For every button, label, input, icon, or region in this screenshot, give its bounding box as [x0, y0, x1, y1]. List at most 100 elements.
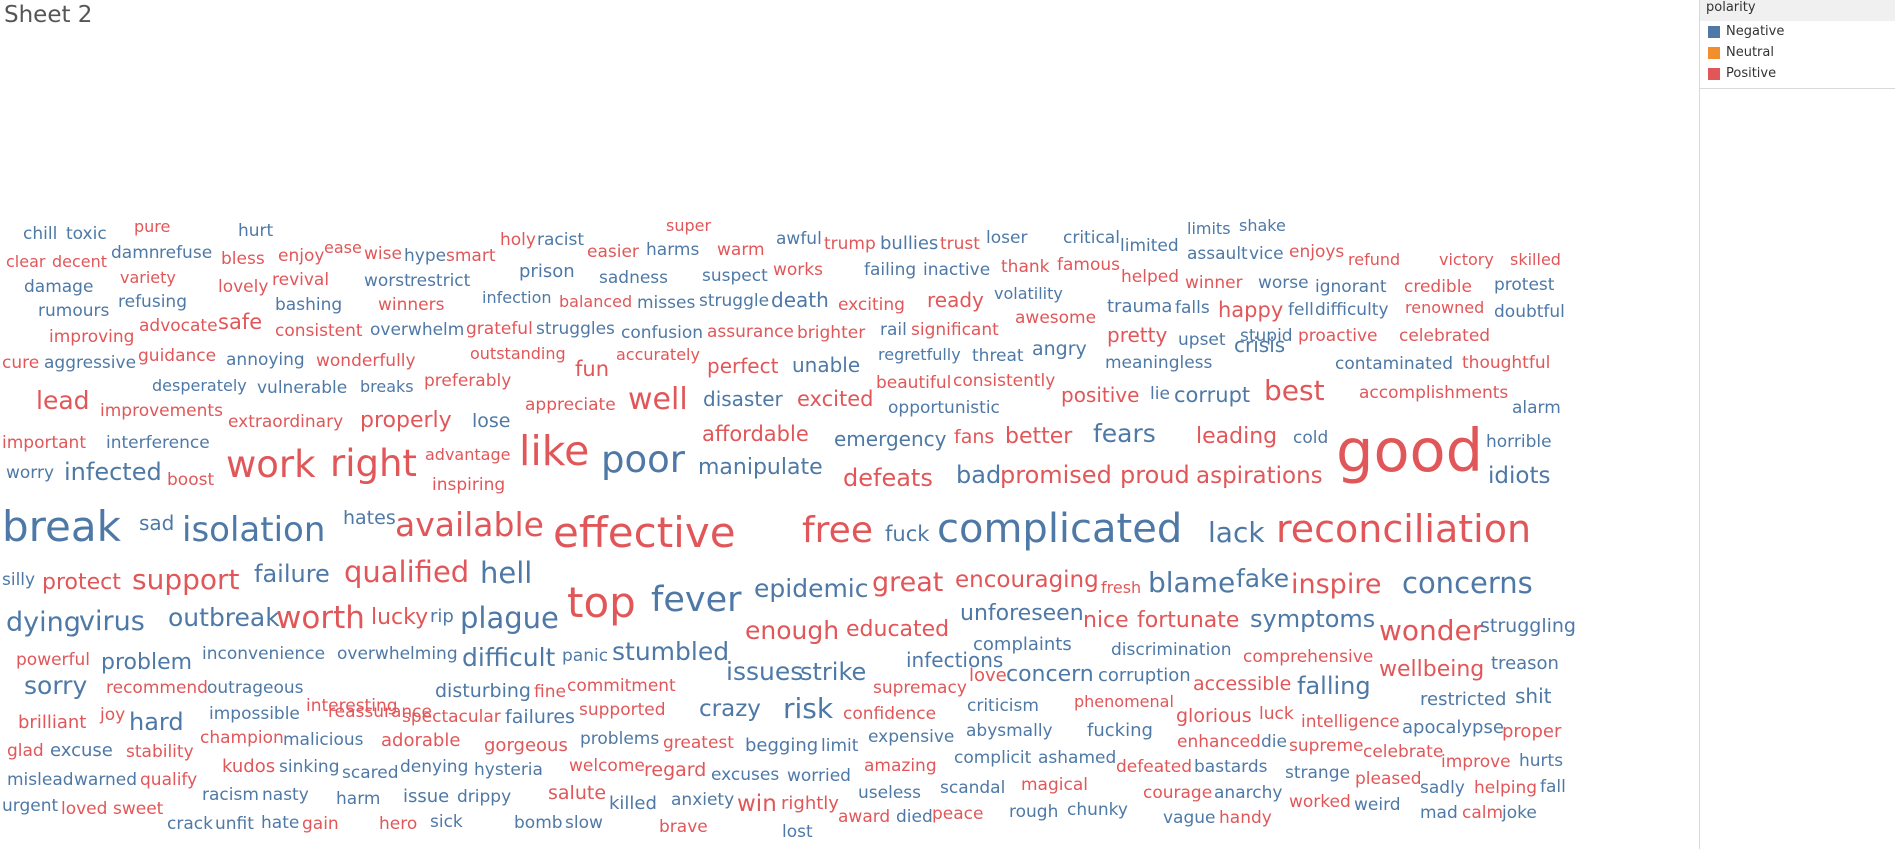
word-improving[interactable]: improving [49, 327, 134, 347]
word-accomplishments[interactable]: accomplishments [1359, 383, 1508, 403]
word-angry[interactable]: angry [1032, 338, 1087, 360]
word-aggressive[interactable]: aggressive [44, 353, 136, 373]
word-difficulty[interactable]: difficulty [1315, 300, 1389, 320]
word-bastards[interactable]: bastards [1194, 757, 1268, 777]
word-loved[interactable]: loved [61, 799, 107, 819]
word-disaster[interactable]: disaster [703, 387, 783, 411]
word-pure[interactable]: pure [134, 217, 170, 236]
word-epidemic[interactable]: epidemic [754, 574, 869, 603]
word-glad[interactable]: glad [7, 741, 44, 761]
word-calm[interactable]: calm [1462, 803, 1503, 823]
word-winner[interactable]: winner [1185, 273, 1243, 293]
word-lucky[interactable]: lucky [371, 605, 428, 630]
word-volatility[interactable]: volatility [994, 284, 1063, 303]
word-fever[interactable]: fever [651, 580, 742, 620]
word-ready[interactable]: ready [927, 288, 984, 312]
word-death[interactable]: death [771, 288, 829, 312]
word-outstanding[interactable]: outstanding [470, 344, 566, 363]
word-overwhelm[interactable]: overwhelm [370, 320, 464, 340]
word-hard[interactable]: hard [129, 708, 184, 736]
word-harm[interactable]: harm [336, 789, 380, 809]
word-isolation[interactable]: isolation [182, 510, 325, 550]
word-handy[interactable]: handy [1219, 808, 1272, 828]
word-improve[interactable]: improve [1441, 752, 1511, 772]
word-upset[interactable]: upset [1178, 330, 1226, 350]
word-problem[interactable]: problem [101, 650, 192, 675]
word-mislead[interactable]: mislead [7, 770, 74, 790]
word-promised[interactable]: promised [1000, 461, 1112, 489]
word-boost[interactable]: boost [167, 470, 214, 490]
word-damage[interactable]: damage [24, 277, 93, 297]
word-guidance[interactable]: guidance [138, 346, 216, 366]
legend-item-positive[interactable]: Positive [1700, 63, 1895, 84]
word-concern[interactable]: concern [1006, 662, 1094, 687]
word-trust[interactable]: trust [940, 234, 980, 254]
word-reconciliation[interactable]: reconciliation [1276, 507, 1531, 551]
word-fell[interactable]: fell [1288, 300, 1314, 320]
word-unforeseen[interactable]: unforeseen [960, 601, 1084, 626]
word-effective[interactable]: effective [553, 508, 736, 557]
word-sweet[interactable]: sweet [113, 799, 164, 819]
word-helping[interactable]: helping [1474, 778, 1537, 798]
word-contaminated[interactable]: contaminated [1335, 354, 1453, 374]
word-amazing[interactable]: amazing [864, 756, 937, 776]
word-struggling[interactable]: struggling [1480, 615, 1576, 637]
word-fine[interactable]: fine [534, 682, 566, 702]
word-peace[interactable]: peace [932, 804, 983, 824]
word-reassurance[interactable]: reassurance [328, 702, 432, 722]
word-fears[interactable]: fears [1093, 419, 1156, 448]
word-shake[interactable]: shake [1239, 216, 1286, 235]
word-damn[interactable]: damn [111, 243, 160, 263]
word-defeated[interactable]: defeated [1116, 757, 1192, 777]
word-restricted[interactable]: restricted [1420, 689, 1506, 710]
word-impossible[interactable]: impossible [209, 704, 300, 724]
word-failures[interactable]: failures [505, 706, 575, 728]
word-suspect[interactable]: suspect [702, 266, 768, 286]
word-threat[interactable]: threat [972, 346, 1024, 366]
word-regard[interactable]: regard [644, 759, 706, 781]
word-intelligence[interactable]: intelligence [1301, 712, 1400, 732]
word-issue[interactable]: issue [403, 786, 449, 807]
word-helped[interactable]: helped [1121, 267, 1179, 287]
word-educated[interactable]: educated [846, 617, 949, 642]
word-works[interactable]: works [773, 260, 823, 280]
word-strange[interactable]: strange [1285, 763, 1350, 783]
word-consistent[interactable]: consistent [275, 321, 363, 341]
word-corruption[interactable]: corruption [1098, 665, 1191, 686]
word-protect[interactable]: protect [42, 570, 121, 595]
word-hype[interactable]: hype [404, 246, 446, 266]
word-abysmally[interactable]: abysmally [966, 721, 1053, 741]
word-failure[interactable]: failure [254, 560, 330, 588]
word-limit[interactable]: limit [821, 736, 859, 756]
word-failing[interactable]: failing [864, 260, 916, 280]
word-wonderfully[interactable]: wonderfully [316, 351, 416, 371]
word-horrible[interactable]: horrible [1486, 432, 1552, 452]
word-preferably[interactable]: preferably [424, 371, 511, 391]
word-appreciate[interactable]: appreciate [525, 395, 616, 415]
word-fresh[interactable]: fresh [1101, 578, 1141, 597]
word-celebrate[interactable]: celebrate [1363, 742, 1443, 762]
word-infections[interactable]: infections [906, 648, 1003, 672]
word-opportunistic[interactable]: opportunistic [888, 398, 1000, 418]
word-credible[interactable]: credible [1404, 277, 1472, 297]
word-bullies[interactable]: bullies [880, 233, 938, 254]
word-worry[interactable]: worry [6, 463, 54, 483]
word-excuses[interactable]: excuses [711, 765, 779, 785]
word-vague[interactable]: vague [1163, 808, 1216, 828]
word-positive[interactable]: positive [1061, 383, 1139, 407]
word-good[interactable]: good [1336, 416, 1483, 485]
word-balanced[interactable]: balanced [559, 292, 632, 311]
word-die[interactable]: die [1261, 732, 1287, 752]
word-hate[interactable]: hate [261, 813, 299, 833]
word-lack[interactable]: lack [1208, 516, 1265, 549]
word-spectacular[interactable]: spectacular [402, 707, 501, 727]
word-outrageous[interactable]: outrageous [207, 678, 304, 698]
legend-item-negative[interactable]: Negative [1700, 21, 1895, 42]
word-scared[interactable]: scared [342, 763, 399, 783]
word-encouraging[interactable]: encouraging [955, 567, 1099, 593]
word-nice[interactable]: nice [1083, 608, 1129, 633]
word-bless[interactable]: bless [221, 249, 265, 269]
word-better[interactable]: better [1005, 424, 1073, 449]
word-qualified[interactable]: qualified [344, 555, 469, 589]
word-advantage[interactable]: advantage [425, 445, 510, 464]
